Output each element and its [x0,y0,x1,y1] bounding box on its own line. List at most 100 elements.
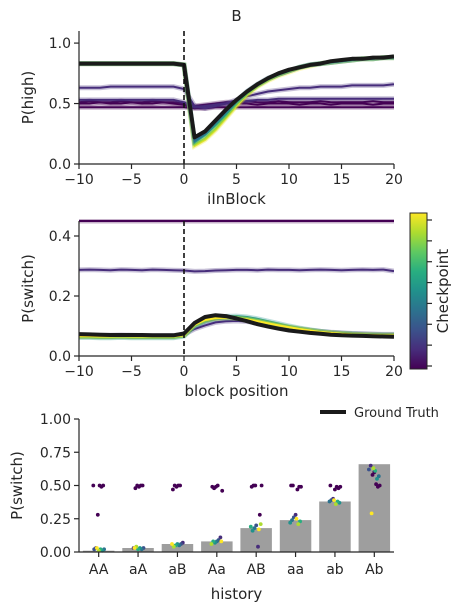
p3-x-tick-label: aA [129,562,148,578]
checkpoint-point-AB [250,528,255,533]
p1-series-group [79,54,394,150]
checkpoint-point-AB [258,522,263,526]
checkpoint-point-Ab [374,482,378,487]
p3-y-tick-label: 0.00 [40,545,71,561]
p3-y-tick-label: 0.75 [40,445,71,461]
p3-x-tick-label: AB [247,562,266,578]
checkpoint-point-aa [298,519,302,524]
checkpoint-point-aa [296,522,301,526]
checkpoint-point-aB [172,483,177,488]
checkpoint-point-ab [334,484,339,489]
checkpoint-point-ab [333,487,337,492]
p1-x-tick-label: 0 [180,172,189,188]
checkpoint-point-AB [259,483,264,488]
legend: Ground Truth [320,406,439,421]
bar-ab [319,501,351,552]
bar-aB [161,544,194,552]
checkpoint-point-Ab [367,467,371,472]
p1-title: B [231,7,241,25]
p3-x-tick-label: AA [89,562,109,578]
p1-x-tick-label: 10 [280,172,298,188]
checkpoint-point-Aa [220,488,225,493]
checkpoint-point-aB [171,544,176,549]
checkpoint-point-ab [328,483,333,488]
checkpoint-point-ab [327,499,332,504]
p3-y-tick-label: 0.50 [40,479,71,495]
p1-x-tick-label: 5 [232,172,241,188]
p2-x-tick-label: 0 [180,364,189,380]
checkpoint-point-aB [171,487,175,492]
p1-y-tick-label: 0.5 [49,97,71,113]
checkpoint-point-ab [333,502,338,506]
checkpoint-point-Ab [375,477,379,481]
checkpoint-point-Ab [371,466,376,471]
p2-x-tick-label: −10 [64,364,94,380]
p3-x-tick-label: Aa [208,562,226,578]
checkpoint-point-AB [257,512,262,517]
checkpoint-point-aA [132,546,137,550]
checkpoint-point-aa [289,483,293,488]
bar-aa [279,520,312,552]
checkpoint-point-AA [97,483,102,488]
p2-series-line-1 [79,268,394,273]
checkpoint-point-ab [332,498,336,502]
checkpoint-point-Ab [368,463,373,468]
checkpoint-point-AB [256,544,260,549]
checkpoint-point-aA [135,483,140,488]
p1-x-tick-label: 15 [333,172,351,188]
legend-ground-truth-label: Ground Truth [354,406,439,421]
checkpoint-point-AB [254,523,259,528]
checkpoint-point-aa [294,516,299,521]
checkpoint-point-aB [170,542,174,546]
p3-x-tick-label: Ab [365,562,384,578]
panel-p-high: −10 −5 0 5 10 15 20 0.0 0.5 1.0 iInBlock P(high) B [19,7,403,208]
p1-y-axis-label: P(high) [19,71,37,124]
bar-Aa [201,541,233,552]
checkpoint-point-Aa [210,484,215,489]
colorbar-label: Checkpoint [434,249,452,334]
checkpoint-point-AA [95,546,99,550]
checkpoint-point-AA [95,512,100,517]
p2-x-tick-label: −5 [121,364,142,380]
p2-ground-truth-line [79,313,394,339]
p3-x-axis-label: history [211,585,263,603]
panel-p-switch-block: −10 −5 0 5 10 15 20 0.0 0.2 0.4 block position P(sw… [19,219,403,400]
p3-y-tick-label: 1.00 [40,412,71,428]
p2-x-tick-label: 10 [280,364,298,380]
p2-x-tick-label: 20 [385,364,403,380]
p2-y-tick-label: 0.2 [49,289,71,305]
p1-ground-truth-line [79,54,394,140]
p2-y-tick-label: 0.4 [49,229,71,245]
p2-y-axis-label: P(switch) [19,254,37,323]
p3-x-tick-label: aa [287,562,304,578]
colorbar-gradient [409,212,428,370]
checkpoint-point-Ab [376,474,381,479]
checkpoint-point-AA [91,483,96,488]
checkpoint-point-aa [288,520,293,525]
p2-x-tick-label: 5 [232,364,241,380]
p3-y-tick-label: 0.25 [40,512,71,528]
checkpoint-colorbar: Checkpoint [409,212,452,370]
checkpoint-point-aA [133,486,138,491]
checkpoint-point-AB [257,527,261,532]
panel-p-switch-history: AA aA aB Aa AB aa ab Ab 0.00 0.25 0.50 0.75 1.00 hist… [8,412,394,603]
p3-y-axis-label: P(switch) [8,451,26,520]
p1-x-tick-label: −5 [121,172,142,188]
p2-x-axis-label: block position [185,382,289,400]
checkpoint-point-AB [249,484,254,489]
p1-x-tick-label: 20 [385,172,403,188]
bar-Ab [358,464,391,552]
checkpoint-point-Aa [219,539,224,544]
checkpoint-point-aa [295,487,300,492]
p1-y-tick-label: 1.0 [49,36,71,52]
bar-AB [240,528,272,552]
p3-x-tick-label: aB [168,562,186,578]
checkpoint-point-aa [297,484,302,489]
p2-y-tick-label: 0.0 [49,349,71,365]
p2-x-tick-label: 15 [333,364,351,380]
p2-series-group [79,219,394,341]
checkpoint-point-Ab [373,469,378,473]
p1-x-tick-label: −10 [64,172,94,188]
checkpoint-point-Aa [209,542,214,546]
